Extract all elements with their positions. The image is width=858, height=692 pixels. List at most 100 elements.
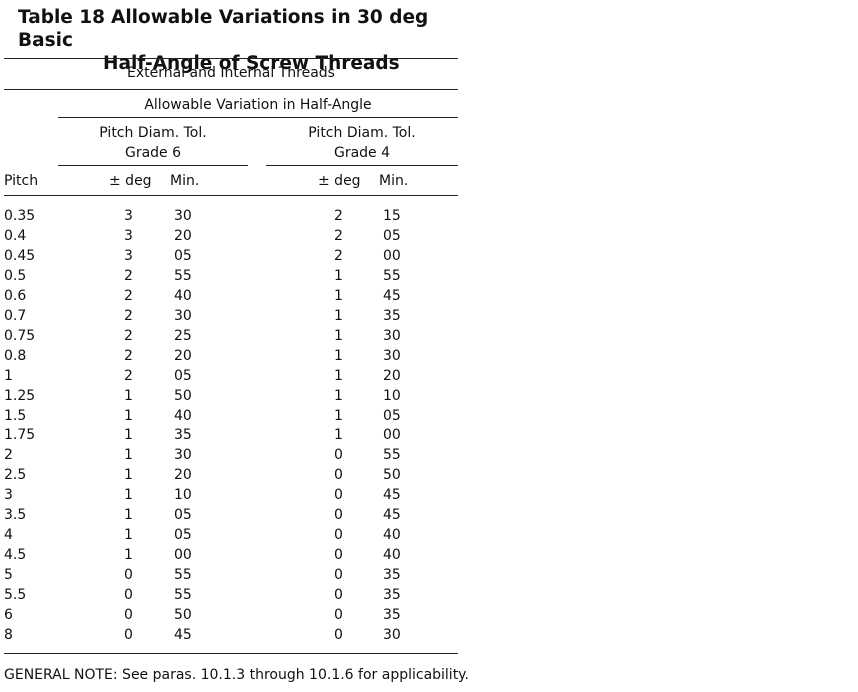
pitch-cell: 3 bbox=[4, 487, 13, 504]
grade6-min-cell: 05 bbox=[174, 527, 192, 544]
grade4-rule bbox=[266, 165, 458, 166]
grade4-deg-cell: 0 bbox=[334, 626, 343, 643]
grade6-deg-cell: 0 bbox=[124, 567, 133, 584]
grade4-header-line1: Pitch Diam. Tol. bbox=[308, 125, 416, 141]
grade4-deg-cell: 2 bbox=[334, 247, 343, 264]
pitch-cell: 6 bbox=[4, 607, 13, 623]
grade4-deg-cell: 0 bbox=[334, 567, 343, 584]
grade4-min-cell: 50 bbox=[383, 467, 401, 484]
grade6-min-cell: 20 bbox=[174, 467, 192, 484]
grade4-min-cell: 30 bbox=[383, 347, 401, 364]
grade4-min-cell: 45 bbox=[383, 487, 401, 504]
grade4-min-cell: 45 bbox=[383, 287, 401, 304]
grade4-min-cell: 30 bbox=[383, 327, 401, 344]
grade4-deg-cell: 0 bbox=[334, 487, 343, 504]
pitch-cell: 0.4 bbox=[4, 227, 27, 244]
grade6-header-line1: Pitch Diam. Tol. bbox=[99, 125, 207, 141]
pitch-cell: 0.5 bbox=[4, 267, 27, 284]
grade4-min-cell: 35 bbox=[383, 307, 401, 324]
grade4-deg-cell: 2 bbox=[334, 208, 343, 224]
grade6-min-cell: 30 bbox=[174, 307, 192, 324]
grade6-deg-cell: 0 bbox=[124, 626, 133, 643]
pitch-cell: 1.75 bbox=[4, 427, 36, 444]
grade4-deg-cell: 0 bbox=[334, 587, 343, 604]
grade6-min-cell: 00 bbox=[174, 547, 192, 564]
grade6-min-cell: 10 bbox=[174, 487, 192, 504]
grade4-min-cell: 00 bbox=[383, 427, 401, 444]
grade6-deg-cell: 1 bbox=[124, 487, 133, 504]
grade4-deg-cell: 0 bbox=[334, 467, 343, 484]
grade4-deg-cell: 1 bbox=[334, 387, 343, 404]
pitch-cell: 1.5 bbox=[4, 407, 27, 424]
grade6-min-cell: 40 bbox=[174, 287, 192, 304]
pitch-header: Pitch bbox=[4, 173, 39, 189]
grade6-deg-cell: 2 bbox=[124, 287, 133, 304]
grade4-deg-cell: 2 bbox=[334, 227, 343, 244]
grade4-deg-cell: 1 bbox=[334, 367, 343, 384]
pitch-cell: 0.7 bbox=[4, 307, 27, 324]
grade4-min-cell: 55 bbox=[383, 447, 401, 464]
group-header: External and Internal Threads bbox=[127, 65, 335, 81]
grade6-min-header: Min. bbox=[170, 173, 200, 189]
grade4-min-cell: 05 bbox=[383, 227, 401, 244]
pitch-cell: 0.8 bbox=[4, 347, 27, 364]
grade6-deg-cell: 1 bbox=[124, 427, 133, 444]
grade4-deg-cell: 0 bbox=[334, 547, 343, 564]
pitch-cell: 0.45 bbox=[4, 247, 36, 264]
grade4-min-header: Min. bbox=[379, 173, 409, 189]
grade4-min-cell: 30 bbox=[383, 626, 401, 643]
grade4-deg-cell: 0 bbox=[334, 527, 343, 544]
grade4-deg-cell: 1 bbox=[334, 407, 343, 424]
grade4-header-line2: Grade 4 bbox=[333, 145, 391, 161]
group-rule bbox=[4, 89, 458, 90]
grade4-deg-cell: 1 bbox=[334, 287, 343, 304]
pitch-cell: 4.5 bbox=[4, 547, 27, 564]
grade4-min-cell: 10 bbox=[383, 387, 401, 404]
grade4-min-cell: 35 bbox=[383, 607, 401, 623]
grade4-deg-header: ± deg bbox=[318, 173, 361, 189]
variation-header: Allowable Variation in Half-Angle bbox=[144, 97, 372, 113]
grade6-min-cell: 05 bbox=[174, 507, 192, 524]
grade6-deg-cell: 2 bbox=[124, 347, 133, 364]
grade6-header-line2: Grade 6 bbox=[124, 145, 182, 161]
pitch-cell: 5 bbox=[4, 567, 13, 584]
pitch-cell: 1.25 bbox=[4, 387, 36, 404]
grade6-min-cell: 55 bbox=[174, 267, 192, 284]
grade6-deg-cell: 3 bbox=[124, 227, 133, 244]
grade6-min-cell: 20 bbox=[174, 227, 192, 244]
grade6-deg-cell: 1 bbox=[124, 547, 133, 564]
grade4-min-cell: 05 bbox=[383, 407, 401, 424]
grade6-deg-cell: 2 bbox=[124, 307, 133, 324]
pitch-cell: 5.5 bbox=[4, 587, 27, 604]
grade6-deg-cell: 1 bbox=[124, 447, 133, 464]
table-number: Table 18 bbox=[18, 7, 106, 28]
pitch-cell: 2 bbox=[4, 447, 13, 464]
grade6-min-cell: 50 bbox=[174, 387, 192, 404]
grade6-deg-cell: 2 bbox=[124, 327, 133, 344]
grade4-min-cell: 55 bbox=[383, 267, 401, 284]
grade4-min-cell: 00 bbox=[383, 247, 401, 264]
grade6-min-cell: 55 bbox=[174, 587, 192, 604]
grade6-deg-cell: 3 bbox=[124, 208, 133, 224]
grade4-deg-cell: 1 bbox=[334, 267, 343, 284]
grade4-min-cell: 40 bbox=[383, 527, 401, 544]
pitch-cell: 4 bbox=[4, 527, 13, 544]
grade6-min-cell: 40 bbox=[174, 407, 192, 424]
grade6-min-cell: 05 bbox=[174, 247, 192, 264]
grade6-min-cell: 50 bbox=[174, 607, 192, 623]
grade6-rule bbox=[58, 165, 248, 166]
general-note: GENERAL NOTE: See paras. 10.1.3 through … bbox=[4, 667, 469, 683]
top-rule bbox=[4, 58, 458, 59]
pitch-cell: 0.6 bbox=[4, 287, 27, 304]
grade6-deg-cell: 1 bbox=[124, 407, 133, 424]
pitch-cell: 1 bbox=[4, 367, 13, 384]
grade4-deg-cell: 1 bbox=[334, 307, 343, 324]
grade6-deg-cell: 1 bbox=[124, 527, 133, 544]
header-bottom-rule bbox=[4, 195, 458, 196]
pitch-cell: 8 bbox=[4, 626, 13, 643]
grade6-deg-cell: 2 bbox=[124, 367, 133, 384]
grade6-min-cell: 30 bbox=[174, 447, 192, 464]
grade6-min-cell: 45 bbox=[174, 626, 192, 643]
grade6-deg-cell: 1 bbox=[124, 387, 133, 404]
grade4-deg-cell: 0 bbox=[334, 507, 343, 524]
